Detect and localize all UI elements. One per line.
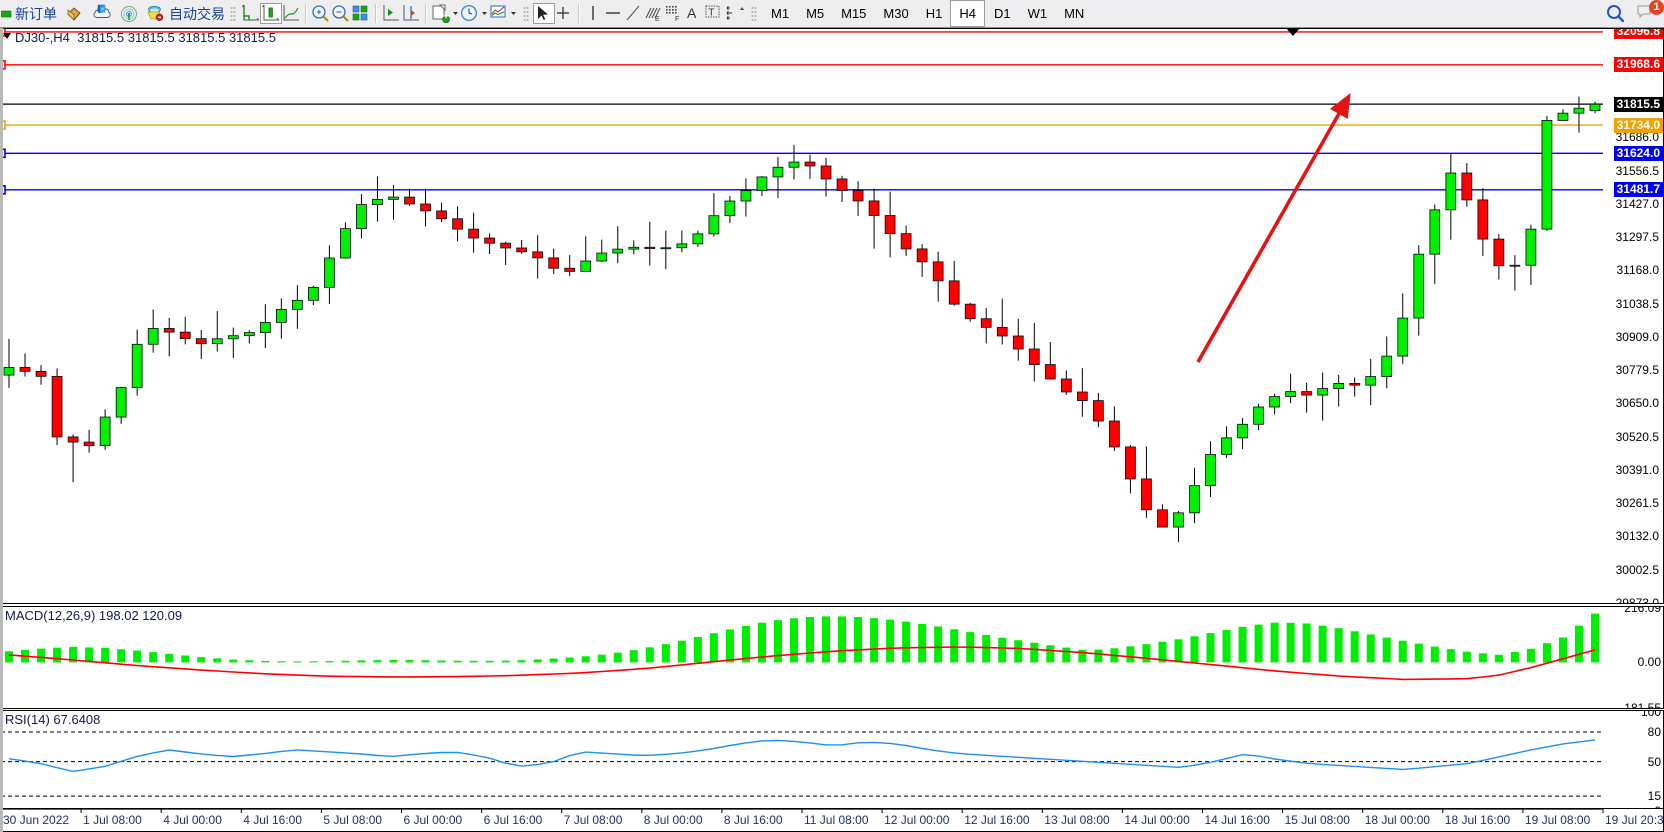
svg-text:E: E [655, 16, 660, 23]
svg-text:F: F [675, 16, 679, 23]
svg-text:T: T [708, 8, 714, 19]
svg-text:A: A [687, 5, 697, 21]
